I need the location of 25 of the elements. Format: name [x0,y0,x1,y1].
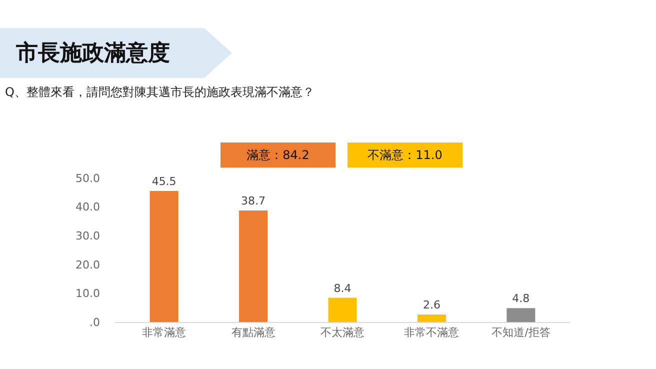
text: 滿意：84.2 [246,148,310,162]
text: 不滿意：11.0 [368,148,442,162]
x-tick-label: 不太滿意 [320,326,364,340]
data-label: 8.4 [334,282,352,295]
x-tick-label: 非常滿意 [142,326,186,340]
y-tick-label: 40.0 [76,200,100,214]
data-label: 2.6 [422,298,440,312]
y-tick-label: .0 [90,316,100,329]
y-tick-label: 20.0 [76,258,100,272]
data-label: 45.5 [152,174,176,188]
bar [150,190,178,322]
y-tick-label: 50.0 [76,172,100,185]
x-tick-label: 非常不滿意 [404,326,460,340]
bar [417,314,446,322]
y-tick-label: 30.0 [76,229,100,242]
bar [506,308,536,322]
x-tick-label: 不知道/拒答 [492,326,550,340]
y-tick-label: 10.0 [76,287,100,300]
data-label: 38.7 [241,194,266,208]
x-tick-label: 有點滿意 [231,326,276,340]
chart-subtitle: Q、整體來看，請問您對陳其邁市長的施政表現滿不滿意？ [5,84,314,101]
chart-title: 市長施政滿意度 [16,40,170,68]
data-label: 4.8 [512,292,530,306]
bar [239,210,268,322]
bar [328,298,357,322]
